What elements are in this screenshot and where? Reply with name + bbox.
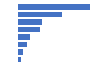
Bar [18,49,23,55]
Bar [18,34,30,40]
Bar [18,19,42,25]
Bar [18,42,27,47]
Bar [18,12,62,17]
Bar [18,27,40,32]
Bar [18,57,21,62]
Bar [18,4,90,10]
